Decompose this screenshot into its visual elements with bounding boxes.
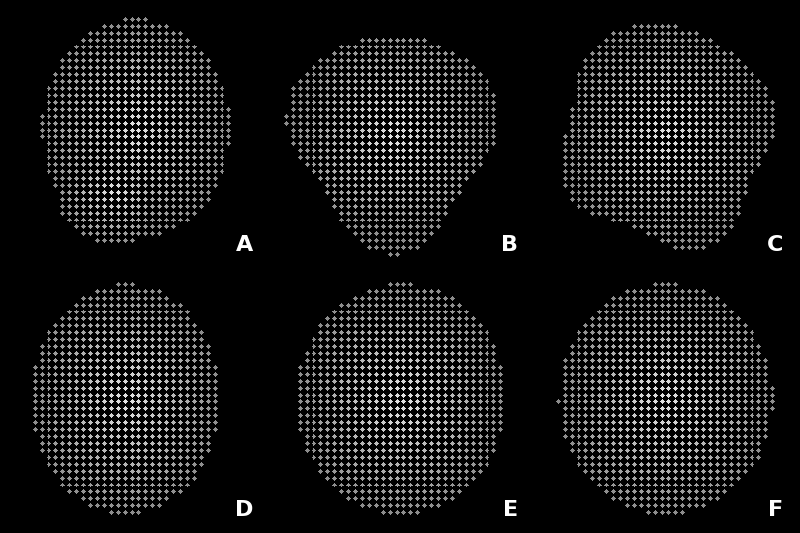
Text: B: B [501, 235, 518, 255]
Text: D: D [234, 500, 253, 520]
Text: F: F [768, 500, 783, 520]
Text: A: A [236, 235, 253, 255]
Text: E: E [503, 500, 518, 520]
Text: C: C [766, 235, 783, 255]
